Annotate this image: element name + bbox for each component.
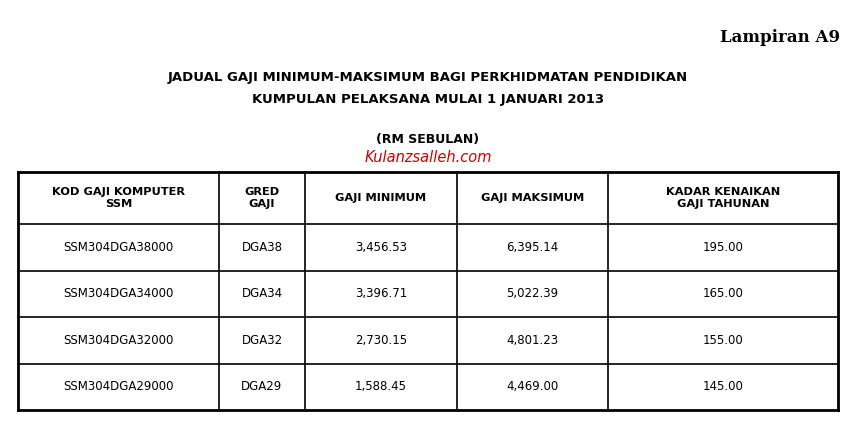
Text: 165.00: 165.00: [703, 287, 744, 300]
Text: 145.00: 145.00: [703, 380, 744, 393]
Text: KUMPULAN PELAKSANA MULAI 1 JANUARI 2013: KUMPULAN PELAKSANA MULAI 1 JANUARI 2013: [252, 94, 604, 106]
Text: SSM304DGA29000: SSM304DGA29000: [63, 380, 174, 393]
Text: 195.00: 195.00: [703, 241, 744, 254]
Text: SSM304DGA38000: SSM304DGA38000: [63, 241, 174, 254]
Text: GAJI MAKSIMUM: GAJI MAKSIMUM: [481, 193, 584, 203]
Text: 1,588.45: 1,588.45: [355, 380, 407, 393]
Text: SSM304DGA32000: SSM304DGA32000: [63, 334, 174, 347]
Text: 155.00: 155.00: [703, 334, 744, 347]
Text: DGA29: DGA29: [241, 380, 282, 393]
Text: DGA34: DGA34: [241, 287, 282, 300]
Text: 3,396.71: 3,396.71: [354, 287, 407, 300]
Text: JADUAL GAJI MINIMUM-MAKSIMUM BAGI PERKHIDMATAN PENDIDIKAN: JADUAL GAJI MINIMUM-MAKSIMUM BAGI PERKHI…: [168, 71, 688, 84]
Text: SSM304DGA34000: SSM304DGA34000: [63, 287, 174, 300]
Text: 3,456.53: 3,456.53: [355, 241, 407, 254]
Text: GRED
GAJI: GRED GAJI: [244, 187, 280, 209]
Text: DGA32: DGA32: [241, 334, 282, 347]
Text: 6,395.14: 6,395.14: [507, 241, 559, 254]
Text: 5,022.39: 5,022.39: [507, 287, 559, 300]
Text: GAJI MINIMUM: GAJI MINIMUM: [336, 193, 426, 203]
Text: 4,469.00: 4,469.00: [507, 380, 559, 393]
Text: 4,801.23: 4,801.23: [507, 334, 559, 347]
Text: KOD GAJI KOMPUTER
SSM: KOD GAJI KOMPUTER SSM: [52, 187, 185, 209]
Text: Lampiran A9: Lampiran A9: [720, 30, 840, 46]
Text: KADAR KENAIKAN
GAJI TAHUNAN: KADAR KENAIKAN GAJI TAHUNAN: [666, 187, 781, 209]
Text: (RM SEBULAN): (RM SEBULAN): [377, 133, 479, 146]
Text: Kulanzsalleh.com: Kulanzsalleh.com: [365, 151, 491, 165]
Text: 2,730.15: 2,730.15: [354, 334, 407, 347]
Text: DGA38: DGA38: [241, 241, 282, 254]
